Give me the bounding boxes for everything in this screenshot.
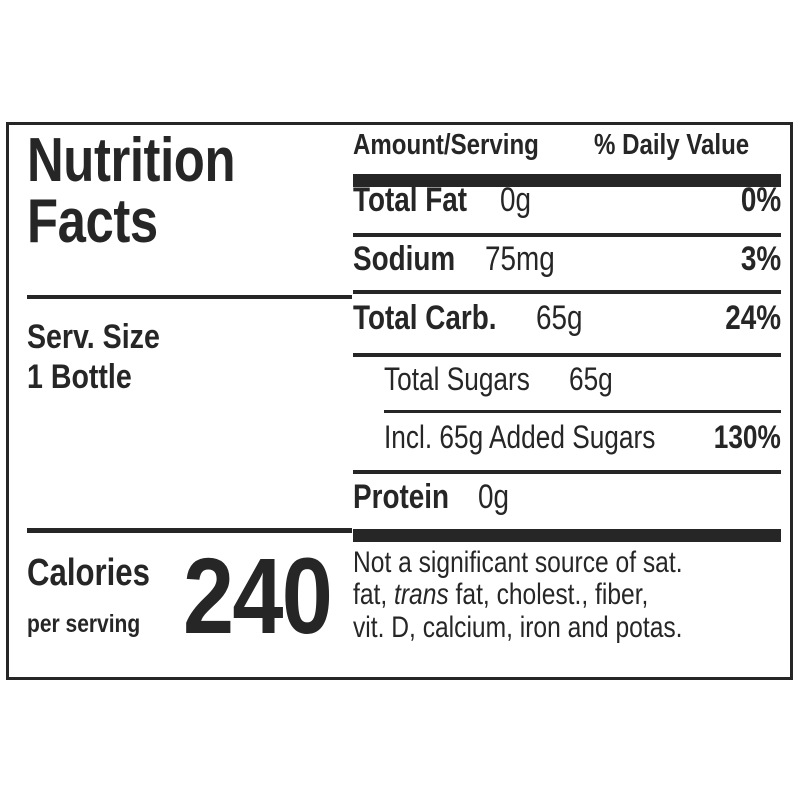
table-row: Protein 0g <box>353 480 781 530</box>
rule-after-total-carb <box>353 353 781 357</box>
label-title: Nutrition Facts <box>27 126 357 256</box>
rule-after-sodium <box>353 290 781 294</box>
footnote-text: Not a significant source of sat. fat, tr… <box>353 546 785 644</box>
left-column: Nutrition Facts Serv. Size 1 Bottle Calo… <box>9 125 352 677</box>
label-columns: Nutrition Facts Serv. Size 1 Bottle Calo… <box>9 125 790 677</box>
serving-size-block: Serv. Size 1 Bottle <box>27 317 347 397</box>
left-divider-top <box>27 295 352 299</box>
table-row: Total Carb. 65g 24% <box>353 301 781 351</box>
footnote-line-1: Not a significant source of sat. <box>353 546 683 579</box>
table-row: Total Fat 0g 0% <box>353 183 781 233</box>
nutrient-dv-added-sugars: 130% <box>713 419 781 455</box>
nutrient-dv-total-carb: 24% <box>725 299 781 337</box>
title-line-facts: Facts <box>27 186 158 256</box>
daily-value-header: % Daily Value <box>594 129 750 161</box>
rule-after-total-fat <box>353 233 781 237</box>
nutrient-name-sodium: Sodium 75mg <box>353 240 555 278</box>
nutrient-dv-total-fat: 0% <box>740 181 781 219</box>
serving-size-label: Serv. Size <box>27 318 160 356</box>
rule-before-footnote <box>353 529 781 542</box>
rule-after-added-sugars <box>353 470 781 474</box>
nutrient-name-total-fat: Total Fat 0g <box>353 181 531 219</box>
left-divider-bottom <box>27 528 352 533</box>
calories-per-serving-label: per serving <box>27 610 141 638</box>
nutrient-name-total-sugars: Total Sugars 65g <box>384 361 613 397</box>
nutrient-table-header: Amount/Serving % Daily Value <box>353 131 781 169</box>
calories-label: Calories <box>27 552 150 594</box>
calories-value: 240 <box>183 535 333 656</box>
footnote-line-2: fat, trans fat, cholest., fiber, <box>353 578 649 612</box>
nutrient-name-protein: Protein 0g <box>353 478 509 516</box>
nutrition-facts-label: Nutrition Facts Serv. Size 1 Bottle Calo… <box>6 122 793 680</box>
title-line-nutrition: Nutrition <box>27 126 236 195</box>
table-row: Incl. 65g Added Sugars 130% <box>384 421 781 471</box>
serving-size-value: 1 Bottle <box>27 358 132 397</box>
table-row: Sodium 75mg 3% <box>353 242 781 292</box>
footnote-line-3: vit. D, calcium, iron and potas. <box>353 610 683 644</box>
nutrient-name-total-carb: Total Carb. 65g <box>353 299 583 337</box>
amount-per-serving-header: Amount/Serving <box>353 129 539 161</box>
rule-under-header <box>353 174 781 187</box>
table-row: Total Sugars 65g <box>384 363 781 413</box>
right-column: Amount/Serving % Daily Value Total Fat 0… <box>347 125 790 677</box>
calories-block: Calories per serving 240 <box>27 542 357 660</box>
nutrient-name-added-sugars: Incl. 65g Added Sugars <box>384 419 656 455</box>
nutrient-dv-sodium: 3% <box>740 240 781 278</box>
rule-after-total-sugars <box>384 410 781 413</box>
